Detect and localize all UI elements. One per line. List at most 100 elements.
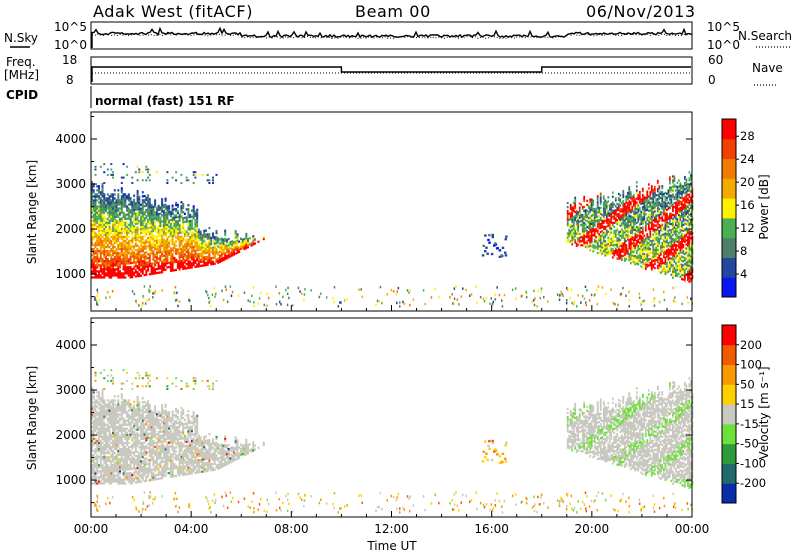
power-cell-4013 bbox=[681, 196, 683, 200]
power-cell-335 bbox=[106, 272, 109, 275]
power-cell-105 bbox=[94, 205, 97, 208]
power-cell-3995 bbox=[681, 241, 683, 244]
power-cell-4405 bbox=[572, 303, 575, 306]
power-cell-3134 bbox=[638, 257, 641, 261]
power-cell-3931 bbox=[678, 222, 680, 225]
power-cell-170 bbox=[98, 215, 100, 218]
power-cell-2896 bbox=[625, 256, 628, 259]
power-cell-3105 bbox=[635, 189, 638, 192]
power-cell-3802 bbox=[672, 189, 674, 192]
power-cell-2428 bbox=[589, 202, 592, 205]
power-cell-1432 bbox=[166, 241, 169, 245]
power-cell-1952 bbox=[208, 253, 211, 256]
power-cell-2663 bbox=[608, 244, 611, 248]
power-cell-2721 bbox=[613, 252, 616, 255]
velocity-cell-103 bbox=[94, 415, 97, 418]
velocity-cell-127 bbox=[96, 454, 99, 457]
velocity-cell-241 bbox=[101, 429, 104, 432]
power-cell-4529 bbox=[189, 299, 191, 303]
power-cell-4183 bbox=[688, 234, 691, 237]
velocity-cell-149 bbox=[98, 482, 100, 485]
power-cell-2048 bbox=[222, 250, 225, 254]
power-cell-2010 bbox=[215, 238, 218, 241]
power-cell-3702 bbox=[667, 195, 670, 198]
power-cell-3230 bbox=[643, 234, 646, 237]
power-cell-3593 bbox=[663, 251, 665, 254]
power-cell-4093 bbox=[685, 263, 688, 266]
power-cell-2221 bbox=[569, 234, 572, 237]
power-cell-2033 bbox=[220, 259, 223, 263]
power-cell-2373 bbox=[584, 217, 587, 220]
power-cell-1966 bbox=[210, 263, 213, 266]
power-cell-3319 bbox=[647, 201, 650, 204]
power-cell-1388 bbox=[162, 210, 165, 213]
power-cell-3992 bbox=[681, 247, 683, 250]
power-cell-1590 bbox=[176, 209, 179, 213]
power-cell-1888 bbox=[201, 264, 204, 267]
velocity-cell-92 bbox=[94, 447, 97, 451]
power-cell-770 bbox=[127, 245, 130, 249]
power-cell-352 bbox=[106, 231, 109, 235]
power-cell-3415 bbox=[653, 260, 656, 264]
power-cell-3197 bbox=[641, 242, 644, 245]
power-cell-715 bbox=[124, 223, 127, 226]
power-cell-3707 bbox=[669, 267, 671, 270]
power-cell-2042 bbox=[220, 241, 223, 244]
power-cell-3401 bbox=[652, 213, 655, 216]
power-cell-833 bbox=[131, 237, 134, 240]
power-cell-3006 bbox=[631, 254, 634, 257]
power-cell-4460 bbox=[148, 288, 150, 292]
power-cell-3354 bbox=[650, 260, 653, 263]
power-cell-1163 bbox=[148, 208, 151, 211]
power-cell-3630 bbox=[664, 232, 667, 235]
power-cell-386 bbox=[108, 231, 111, 235]
power-cell-884 bbox=[134, 265, 137, 268]
power-cell-4026 bbox=[682, 260, 685, 263]
power-cell-4051 bbox=[682, 187, 685, 190]
power-cell-4130 bbox=[687, 262, 689, 265]
power-cell-4237 bbox=[690, 184, 692, 187]
power-cell-266 bbox=[103, 266, 106, 269]
velocity-cell-97 bbox=[94, 427, 97, 430]
power-cell-4165 bbox=[688, 270, 691, 273]
velocity-cell-134 bbox=[96, 433, 99, 436]
power-cell-2355 bbox=[583, 226, 586, 229]
power-cell-1442 bbox=[166, 219, 169, 222]
power-cell-4047 bbox=[682, 199, 685, 202]
power-cell-3167 bbox=[640, 249, 643, 252]
power-cell-1156 bbox=[148, 222, 151, 225]
velocity-cell-349 bbox=[106, 443, 109, 447]
power-cell-1789 bbox=[192, 245, 195, 248]
power-cell-3567 bbox=[661, 233, 664, 236]
velocity-cell-347 bbox=[106, 449, 109, 453]
power-cell-426 bbox=[110, 217, 113, 220]
power-cell-3651 bbox=[666, 265, 668, 268]
power-cell-4514 bbox=[642, 299, 644, 303]
power-cell-3586 bbox=[663, 269, 665, 273]
power-cell-3599 bbox=[663, 239, 665, 242]
power-cell-3190 bbox=[641, 258, 644, 262]
power-cell-3762 bbox=[670, 212, 673, 216]
power-cell-465 bbox=[112, 219, 114, 222]
power-cell-4150 bbox=[687, 209, 689, 212]
power-cell-631 bbox=[120, 237, 123, 241]
power-cell-3118 bbox=[637, 234, 640, 237]
power-cell-1147 bbox=[148, 244, 151, 247]
power-cell-1488 bbox=[169, 233, 172, 236]
power-cell-4283 bbox=[320, 292, 322, 295]
power-cell-124 bbox=[96, 254, 99, 257]
freq-left-tick-top: 18 bbox=[62, 53, 77, 67]
power-cell-1309 bbox=[157, 204, 160, 208]
power-cell-2978 bbox=[629, 251, 632, 255]
power-cell-442 bbox=[112, 272, 114, 275]
power-cell-1967 bbox=[210, 261, 213, 264]
power-cell-1299 bbox=[157, 229, 160, 232]
power-cell-3109 bbox=[637, 260, 640, 264]
power-cell-645 bbox=[120, 205, 123, 208]
power-cell-2795 bbox=[617, 202, 620, 206]
power-cell-2198 bbox=[566, 236, 569, 239]
power-cell-1467 bbox=[168, 221, 171, 224]
power-cell-2892 bbox=[623, 207, 626, 210]
power-cell-940 bbox=[136, 202, 139, 205]
power-cell-2516 bbox=[596, 205, 599, 208]
